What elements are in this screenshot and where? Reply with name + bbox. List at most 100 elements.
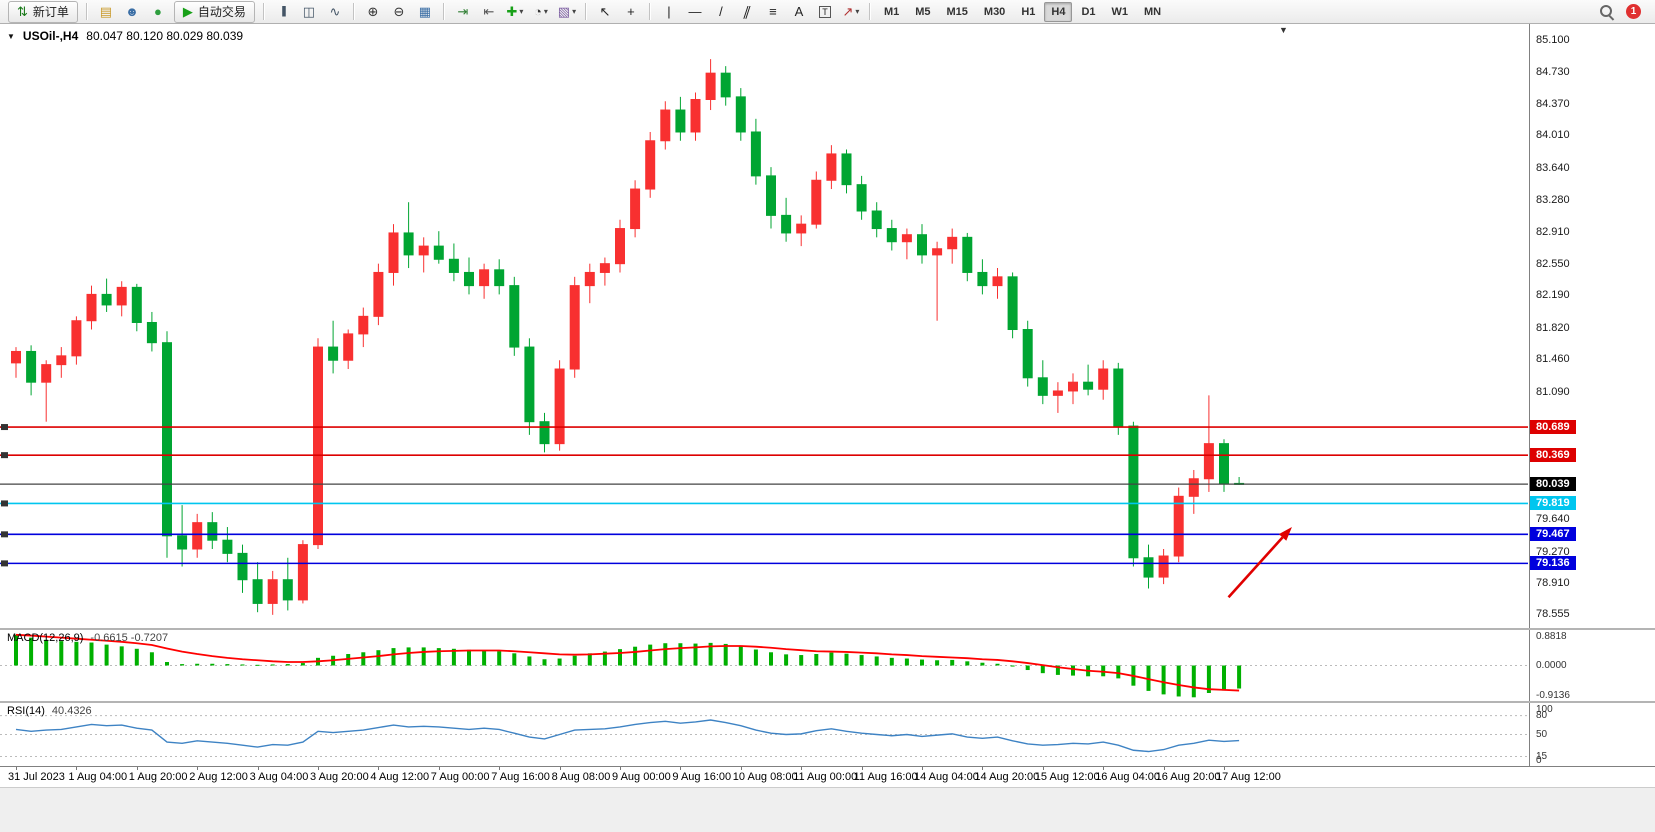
trendline-icon[interactable]: / bbox=[709, 1, 733, 23]
time-tick bbox=[76, 767, 78, 770]
indicators-glyph: ✚ bbox=[506, 4, 518, 19]
price-line-label-80.689[interactable]: 80.689 bbox=[1530, 420, 1576, 435]
vertical-line-icon[interactable]: | bbox=[657, 1, 681, 23]
new-order-button[interactable]: ⇅ 新订单 bbox=[8, 0, 78, 23]
timeframe-w1-button[interactable]: W1 bbox=[1111, 5, 1129, 18]
hline-anchor[interactable] bbox=[1, 500, 8, 507]
hline-anchor[interactable] bbox=[1, 424, 8, 431]
time-tick bbox=[318, 767, 319, 770]
candles-layer bbox=[11, 59, 1245, 615]
price-tick: 82.190 bbox=[1536, 289, 1570, 302]
templates-dropdown-icon[interactable]: ▾ bbox=[572, 7, 577, 16]
cursor-icon[interactable]: ↖ bbox=[593, 1, 617, 23]
chart-shift-marker-icon: ▼ bbox=[1279, 25, 1288, 35]
rsi-line bbox=[15, 719, 1240, 753]
horizontal-line-icon[interactable]: — bbox=[683, 1, 707, 23]
time-axis-label: 11 Aug 00:00 bbox=[793, 771, 858, 783]
timeframe-m5-button[interactable]: M5 bbox=[915, 5, 931, 18]
periods-icon[interactable]: ◔ ▾ bbox=[529, 1, 553, 23]
arrows-dropdown-icon[interactable]: ▾ bbox=[855, 7, 860, 16]
hline-anchor[interactable] bbox=[1, 560, 8, 567]
templates-icon[interactable]: ▧ ▾ bbox=[555, 1, 579, 23]
fibonacci-glyph: ≡ bbox=[769, 4, 777, 19]
timeframe-m15-button[interactable]: M15 bbox=[946, 5, 968, 18]
time-tick bbox=[197, 767, 199, 770]
auto-trading-button[interactable]: ▶ 自动交易 bbox=[173, 0, 255, 23]
time-tick bbox=[559, 767, 561, 770]
timeframe-d1-button[interactable]: D1 bbox=[1081, 5, 1096, 18]
panel-splitter-rsi[interactable] bbox=[0, 701, 1655, 703]
timeframe-h1-button[interactable]: H1 bbox=[1021, 5, 1036, 18]
panel-splitter-macd[interactable] bbox=[0, 628, 1655, 630]
price-tick: 79.270 bbox=[1536, 545, 1570, 558]
new-chart-icon[interactable]: ▤ bbox=[94, 1, 118, 23]
time-axis-label: 3 Aug 04:00 bbox=[249, 771, 309, 783]
rsi-tick: 100 bbox=[1536, 704, 1553, 715]
trendline-glyph: / bbox=[719, 4, 723, 19]
zoom-in-icon[interactable]: ⊕ bbox=[361, 1, 385, 23]
tile-windows-glyph: ▦ bbox=[418, 4, 432, 19]
time-tick bbox=[801, 767, 803, 770]
toolbar: ⇅ 新订单 ▤ ☻ ● ▶ 自动交易 ||| ◫ ∿ ⊕ ⊖ ▦ ⇥ ⇤ ✚ ▾ ◔ ▾ ▧ ▾ ↖ + | — / ∥ ≡ A T ↗ ▾ M… bbox=[0, 0, 1655, 24]
timeframe-m30-button[interactable]: M30 bbox=[983, 5, 1006, 18]
equidistant-channel-icon[interactable]: ∥ bbox=[735, 1, 759, 23]
search-icon[interactable] bbox=[1599, 4, 1614, 19]
one-click-trading-toggle-icon[interactable]: ▼ bbox=[7, 31, 15, 41]
price-line-label-80.039[interactable]: 80.039 bbox=[1530, 477, 1576, 492]
crosshair-icon[interactable]: + bbox=[619, 1, 643, 23]
arrows-icon[interactable]: ↗ ▾ bbox=[839, 1, 863, 23]
toolbar-right-group: 1 bbox=[1599, 4, 1649, 19]
tile-windows-icon[interactable]: ▦ bbox=[413, 1, 437, 23]
timeframe-h4-button[interactable]: H4 bbox=[1044, 1, 1073, 22]
macd-indicator-label: MACD(12,26,9) -0.6615 -0.7207 bbox=[7, 632, 168, 644]
time-axis-label: 9 Aug 16:00 bbox=[672, 771, 732, 783]
time-scale[interactable]: 31 Jul 2023 1 Aug 04:00 1 Aug 20:00 2 Aug 1… bbox=[0, 766, 1655, 787]
text-icon[interactable]: A bbox=[787, 1, 811, 23]
text-label-icon[interactable]: T bbox=[813, 1, 837, 23]
notifications-badge[interactable]: 1 bbox=[1626, 4, 1641, 19]
time-axis-label: 4 Aug 12:00 bbox=[370, 771, 430, 783]
price-line-label-80.369[interactable]: 80.369 bbox=[1530, 448, 1576, 463]
hline-anchor[interactable] bbox=[1, 452, 8, 459]
toolbar-separator bbox=[584, 3, 587, 20]
window-bottom-area bbox=[0, 787, 1655, 832]
time-axis-label: 9 Aug 00:00 bbox=[612, 771, 671, 783]
toolbar-separator bbox=[442, 3, 445, 20]
chart-shift-icon[interactable]: ⇤ bbox=[477, 1, 501, 23]
indicators-icon[interactable]: ✚ ▾ bbox=[503, 1, 527, 23]
fibonacci-icon[interactable]: ≡ bbox=[761, 1, 785, 23]
macd-name: MACD(12,26,9) bbox=[7, 632, 84, 644]
price-line-label-79.136[interactable]: 79.136 bbox=[1530, 556, 1576, 571]
indicators-dropdown-icon[interactable]: ▾ bbox=[519, 7, 524, 16]
hline-anchor[interactable] bbox=[1, 531, 8, 538]
auto-scroll-icon[interactable]: ⇥ bbox=[451, 1, 475, 23]
macd-values: -0.6615 -0.7207 bbox=[90, 632, 169, 644]
time-axis-label: 7 Aug 16:00 bbox=[491, 771, 550, 783]
profiles-glyph: ☻ bbox=[125, 4, 139, 19]
bar-chart-mode-icon[interactable]: ||| bbox=[271, 1, 295, 23]
price-line-label-79.467[interactable]: 79.467 bbox=[1530, 527, 1576, 542]
toolbar-separator bbox=[262, 3, 265, 20]
macd-tick: -0.9136 bbox=[1536, 690, 1570, 701]
timeframe-mn-button[interactable]: MN bbox=[1144, 5, 1162, 18]
price-tick: 83.640 bbox=[1536, 161, 1570, 174]
time-axis-label: 10 Aug 08:00 bbox=[732, 771, 798, 783]
profiles-icon[interactable]: ☻ bbox=[120, 1, 144, 23]
line-chart-mode-icon[interactable]: ∿ bbox=[323, 1, 347, 23]
zoom-in-glyph: ⊕ bbox=[367, 4, 379, 19]
time-tick bbox=[136, 767, 138, 770]
toolbar-separator bbox=[352, 3, 355, 20]
price-tick: 82.550 bbox=[1536, 257, 1570, 270]
periods-dropdown-icon[interactable]: ▾ bbox=[543, 7, 548, 16]
timeframe-m1-button[interactable]: M1 bbox=[883, 5, 900, 18]
vertical-line-glyph: | bbox=[667, 4, 671, 19]
zoom-out-icon[interactable]: ⊖ bbox=[387, 1, 411, 23]
price-scale[interactable]: 85.100 84.730 84.370 84.010 83.640 83.280 82.9… bbox=[1529, 24, 1655, 786]
marketplace-icon[interactable]: ● bbox=[146, 1, 170, 23]
time-axis-label: 14 Aug 04:00 bbox=[914, 771, 979, 783]
time-tick bbox=[1163, 767, 1165, 770]
candlestick-mode-icon[interactable]: ◫ bbox=[297, 1, 321, 23]
arrow-annotation[interactable] bbox=[1227, 527, 1292, 599]
price-line-label-79.819[interactable]: 79.819 bbox=[1530, 496, 1576, 511]
